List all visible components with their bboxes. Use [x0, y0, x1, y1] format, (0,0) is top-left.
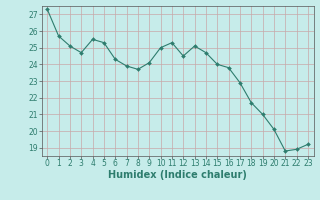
X-axis label: Humidex (Indice chaleur): Humidex (Indice chaleur) [108, 170, 247, 180]
